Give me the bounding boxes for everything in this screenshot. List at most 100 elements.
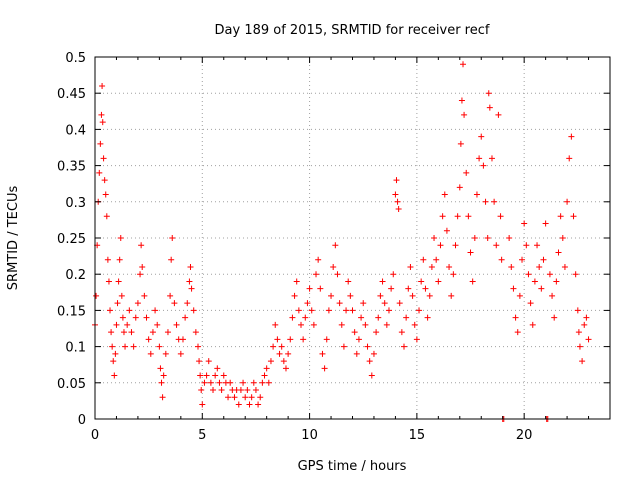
y-tick-label: 0 [78, 413, 86, 428]
grid-lines [95, 57, 610, 419]
data-point [439, 213, 446, 220]
data-point [105, 278, 112, 285]
data-point [383, 321, 390, 328]
data-point [137, 271, 144, 278]
data-point [101, 177, 108, 184]
data-point [203, 372, 210, 379]
data-point [141, 292, 148, 299]
data-point [559, 235, 566, 241]
data-point [132, 314, 139, 321]
data-point [510, 285, 517, 292]
data-point [257, 394, 264, 401]
data-point [437, 242, 444, 249]
data-point [149, 329, 156, 336]
data-point [540, 256, 547, 263]
data-point [405, 285, 412, 292]
data-point [259, 379, 266, 386]
data-point [512, 314, 519, 321]
data-point [156, 343, 163, 350]
data-point [362, 321, 369, 328]
data-point [491, 198, 498, 205]
data-point [553, 278, 560, 285]
y-tick-label: 0.4 [65, 123, 86, 138]
data-point [525, 271, 532, 278]
data-point [317, 285, 324, 292]
data-point [99, 119, 106, 126]
data-point [377, 292, 384, 299]
data-point [546, 271, 553, 278]
data-point [531, 278, 538, 285]
data-point [298, 321, 304, 328]
y-tick-label: 0.3 [65, 196, 86, 211]
data-point [431, 235, 438, 241]
data-point [248, 394, 255, 401]
data-point [304, 300, 311, 307]
data-point [542, 220, 549, 227]
data-point [480, 162, 487, 169]
data-point [287, 336, 294, 343]
data-point [457, 140, 464, 147]
data-point [448, 292, 455, 299]
data-point [345, 278, 352, 285]
data-point [197, 372, 204, 379]
data-point [486, 104, 493, 111]
data-point [113, 321, 120, 328]
data-point [252, 387, 259, 394]
data-point [450, 271, 457, 278]
data-point [302, 314, 309, 321]
data-point [366, 358, 373, 365]
data-point [482, 198, 489, 205]
data-point [581, 321, 588, 328]
data-point [428, 263, 435, 270]
data-point [126, 307, 133, 314]
data-point [295, 307, 302, 314]
data-point [523, 242, 530, 249]
chart-title: Day 189 of 2015, SRMTID for receiver rec… [215, 23, 490, 38]
data-point [117, 235, 124, 241]
data-point [420, 256, 427, 263]
data-point [112, 350, 119, 357]
x-tick-label: 0 [91, 428, 99, 443]
data-point [343, 307, 350, 314]
data-point [169, 235, 176, 241]
data-point [280, 358, 287, 365]
data-point [373, 329, 380, 336]
data-point [353, 350, 360, 357]
data-point [119, 314, 126, 321]
data-point [398, 329, 405, 336]
data-point [566, 155, 573, 162]
data-point [134, 300, 141, 307]
data-point [536, 263, 543, 270]
data-point [390, 271, 397, 278]
data-point [441, 191, 448, 198]
data-point [154, 321, 161, 328]
y-tick-label: 0.2 [65, 268, 86, 283]
y-tick-label: 0.35 [57, 160, 86, 175]
data-point [375, 314, 382, 321]
y-tick-label: 0.25 [57, 232, 86, 247]
data-point [210, 387, 217, 394]
data-point [130, 343, 137, 350]
data-point [276, 350, 283, 357]
data-point [564, 198, 571, 205]
y-tick-label: 0.45 [57, 87, 86, 102]
data-point [407, 263, 414, 270]
data-point [506, 235, 513, 241]
data-point [495, 111, 502, 118]
data-point [139, 263, 146, 270]
axis-tick-labels: 0 5 10 15 20 0 0.05 0.1 0.15 0.2 0.25 0.3 0.35 0.4 0.4… [57, 51, 532, 443]
data-point [370, 350, 377, 357]
x-axis-label: GPS time / hours [298, 459, 407, 474]
data-point [395, 206, 402, 213]
data-point [242, 394, 249, 401]
data-point [171, 300, 178, 307]
data-point [198, 387, 205, 394]
data-point [396, 300, 403, 307]
data-point [555, 249, 562, 256]
data-point [401, 343, 407, 350]
data-point [358, 314, 365, 321]
data-point [465, 213, 472, 220]
data-point [205, 358, 212, 365]
data-point [393, 177, 400, 184]
data-point [340, 343, 347, 350]
